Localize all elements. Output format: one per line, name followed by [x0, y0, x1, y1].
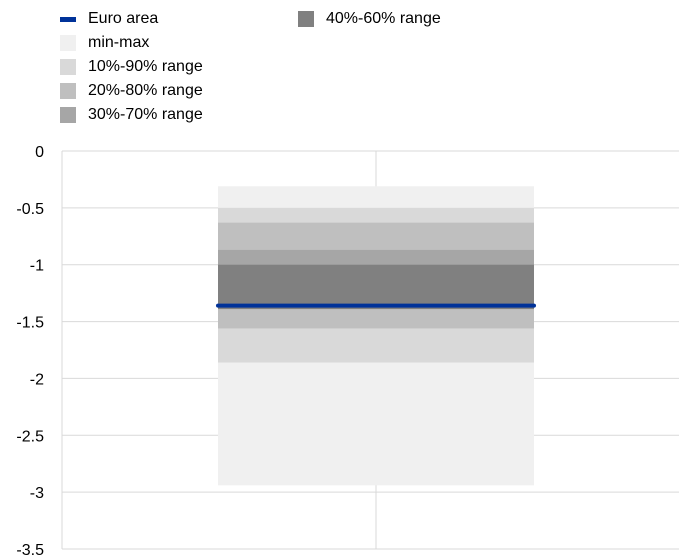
- legend-label-20-80: 20%-80% range: [88, 82, 203, 99]
- legend-item-euro-area: Euro area: [60, 8, 158, 30]
- y-tick-label-7: -3.5: [16, 542, 44, 555]
- legend-label-10-90: 10%-90% range: [88, 58, 203, 75]
- legend-item-min-max: min-max: [60, 32, 149, 54]
- legend-label-euro-area: Euro area: [88, 10, 159, 27]
- y-tick-label-5: -2.5: [16, 428, 44, 445]
- chart-legend: Euro area min-max 10%-90% range 20%-80% …: [0, 0, 679, 130]
- y-tick-label-6: -3: [30, 485, 44, 502]
- y-tick-label-4: -2: [30, 371, 44, 388]
- legend-swatch-min-max: [60, 35, 76, 51]
- legend-item-30-70: 30%-70% range: [60, 104, 203, 126]
- legend-item-20-80: 20%-80% range: [60, 80, 203, 102]
- legend-swatch-10-90: [60, 59, 76, 75]
- legend-swatch-20-80: [60, 83, 76, 99]
- band-40-60-range: [218, 264, 534, 310]
- legend-item-40-60: 40%-60% range: [298, 8, 441, 30]
- y-tick-label-3: -1.5: [16, 315, 44, 332]
- legend-swatch-40-60: [298, 11, 314, 27]
- legend-label-40-60: 40%-60% range: [326, 10, 441, 27]
- y-tick-label-1: -0.5: [16, 201, 44, 218]
- legend-swatch-euro-area: [60, 16, 76, 22]
- y-tick-label-2: -1: [30, 258, 44, 275]
- legend-swatch-30-70: [60, 107, 76, 123]
- legend-label-30-70: 30%-70% range: [88, 106, 203, 123]
- legend-label-min-max: min-max: [88, 34, 150, 51]
- y-tick-label-0: 0: [35, 144, 44, 161]
- legend-item-10-90: 10%-90% range: [60, 56, 203, 78]
